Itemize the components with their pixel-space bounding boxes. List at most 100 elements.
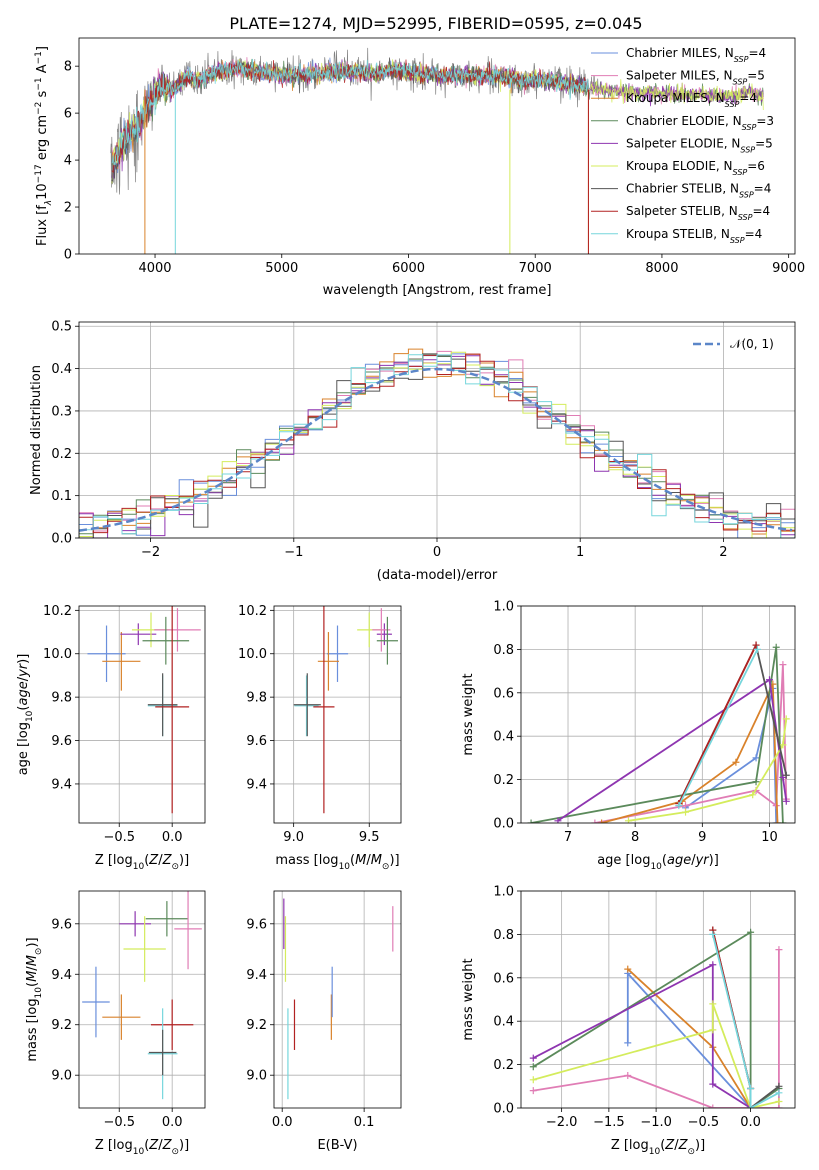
y-tick-label: 9.6 [246,917,267,932]
errorbar-point [119,911,151,937]
y-axis-label: Flux [fλ10−17 erg cm−2 s−1 A−1] [34,46,54,246]
legend-entry: Chabrier MILES, NSSP=4 [626,46,766,64]
spectrum-legend: Chabrier MILES, NSSP=4 Salpeter MILES, NS… [591,46,774,244]
plot-area [293,606,398,814]
mass-weight-marker [752,778,760,786]
mass-weight-marker [591,819,599,823]
x-axis-label: wavelength [Angstrom, rest frame] [323,283,552,298]
y-tick-label: 0.8 [493,928,514,943]
legend-entry: Salpeter MILES, NSSP=5 [626,69,765,87]
x-tick-label: 6000 [392,261,425,276]
mass-weight-marker [527,819,535,823]
mass-weight-marker [598,819,606,823]
mass-weight-marker [709,930,717,938]
x-tick-label: −1.0 [640,1115,672,1130]
x-tick-label: −2.0 [546,1115,578,1130]
y-tick-label: 10.0 [43,647,72,662]
grid-lines [274,891,401,1108]
x-tick-label: 9.5 [359,830,380,845]
y-tick-label: 0.6 [493,686,514,701]
mass-weight-marker [752,641,760,649]
mass-weight-marker [782,715,790,723]
x-axis-label: mass [log10(M/M⊙)] [275,853,399,872]
mass-weight-marker [554,817,562,823]
mass-weight-marker [772,819,780,823]
y-axis-label: mass [log10(M/M⊙)] [25,937,44,1061]
legend-entry: Chabrier STELIB, NSSP=4 [626,182,771,200]
errorbar-point [120,623,157,646]
errorbar-point [82,966,110,1038]
axes-residuals: −2 −1 0 1 2 0.0 0.1 0.2 0.3 0.4 0.5 𝒩(0, 1) (data-mo… [29,320,796,583]
axes-mass_vs_ebv: 0.0 0.1 9.0 9.2 9.4 9.6 E(B-V) [246,890,402,1153]
y-tick-label: 0.1 [51,489,72,504]
mass-weight-marker [747,1084,755,1092]
mass-weight-marker [682,808,690,816]
mass-weight-marker [782,797,790,805]
errorbar-point [145,901,189,937]
mass-weight-marker [709,1104,717,1108]
x-tick-label: 9000 [772,261,805,276]
axes-spectrum: 4000 5000 6000 7000 8000 9000 0 2 4 6 8 wavelength … [34,37,805,298]
mass-weight-marker [779,819,787,823]
axes-frame [273,605,402,824]
y-tick-label: 0.4 [51,362,72,377]
x-tick-label: 1 [576,545,584,560]
x-tick-label: 7000 [519,261,552,276]
normal-reference-curve [79,367,793,532]
residual-histogram-step [79,353,795,538]
x-axis-label: Z [log10(Z/Z⊙)] [95,853,189,872]
mass-weight-marker [709,1080,717,1088]
mass-weight-marker [747,928,755,936]
y-axis-label: mass weight [461,958,476,1040]
y-tick-label: 0.2 [51,447,72,462]
mass-weight-line [677,648,759,807]
plot-area [87,606,201,814]
plot-area [283,898,394,1100]
errorbar-point [313,606,335,814]
y-tick-label: 4 [64,154,72,169]
y-tick-label: 0.6 [493,971,514,986]
mass-weight-marker [624,965,632,973]
legend-entry: Kroupa ELODIE, NSSP=6 [626,159,765,177]
mass-weight-marker [774,819,782,823]
mass-weight-line [677,644,757,804]
x-tick-label: 0.0 [272,1115,293,1130]
errorbar-point [102,994,141,1040]
y-tick-label: 9.0 [51,1069,72,1084]
x-tick-label: −2 [141,545,160,560]
legend-entry: Kroupa MILES, NSSP=4 [626,91,757,109]
axes-massweight_vs_age: 7 8 9 10 0.0 0.2 0.4 0.6 0.8 1.0 age [log10(age/yr… [461,600,796,872]
y-tick-label: 1.0 [493,885,514,900]
mass-weight-marker [775,946,783,954]
mass-weight-marker [709,961,717,969]
errorbar-point [155,606,190,814]
mass-weight-line [711,929,780,1108]
errorbar-point [326,625,349,682]
mass-weight-marker [779,741,787,749]
mass-weight-line [594,664,788,823]
x-tick-label: 4000 [138,261,171,276]
errorbar-point [142,616,190,665]
mass-weight-marker [782,771,790,779]
mass-weight-marker [747,1104,755,1108]
legend-entry: Chabrier ELODIE, NSSP=3 [626,114,774,132]
axes-age_vs_Z: −0.5 0.0 9.4 9.6 9.8 10.0 10.2 Z [log10(Z/Z⊙)] a… [16,604,206,872]
x-tick-label: 8000 [645,261,678,276]
y-tick-label: 10.0 [238,647,267,662]
mass-weight-marker [779,661,787,669]
errorbar-point [147,673,178,737]
y-axis-label: mass weight [461,673,476,755]
axes-frame [273,890,402,1109]
y-tick-label: 0.4 [493,1015,514,1030]
y-tick-label: 0 [64,248,72,263]
x-tick-label: 9 [698,830,706,845]
y-axis-label: Normed distribution [29,365,44,495]
y-tick-label: 6 [64,107,72,122]
mass-weight-marker [732,758,740,766]
x-axis-label: (data-model)/error [377,568,498,583]
y-tick-label: 9.0 [246,1069,267,1084]
legend-entry: Kroupa STELIB, NSSP=4 [626,227,762,245]
y-tick-label: 0.0 [493,1102,514,1117]
axes-age_vs_mass: 9.0 9.5 9.4 9.6 9.8 10.0 10.2 mass [log10(M/M⊙)… [238,604,402,872]
